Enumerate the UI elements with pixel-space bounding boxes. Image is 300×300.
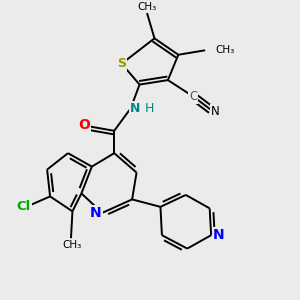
Text: C: C [189, 90, 197, 103]
Text: N: N [213, 228, 224, 242]
Text: N: N [90, 206, 101, 220]
Text: CH₃: CH₃ [63, 240, 82, 250]
Text: N: N [130, 102, 140, 115]
Text: CH₃: CH₃ [137, 2, 157, 12]
Text: Cl: Cl [17, 200, 31, 213]
Text: N: N [211, 105, 220, 118]
Text: CH₃: CH₃ [216, 45, 235, 55]
Text: H: H [144, 102, 154, 115]
Text: O: O [79, 118, 90, 132]
Text: S: S [117, 57, 126, 70]
